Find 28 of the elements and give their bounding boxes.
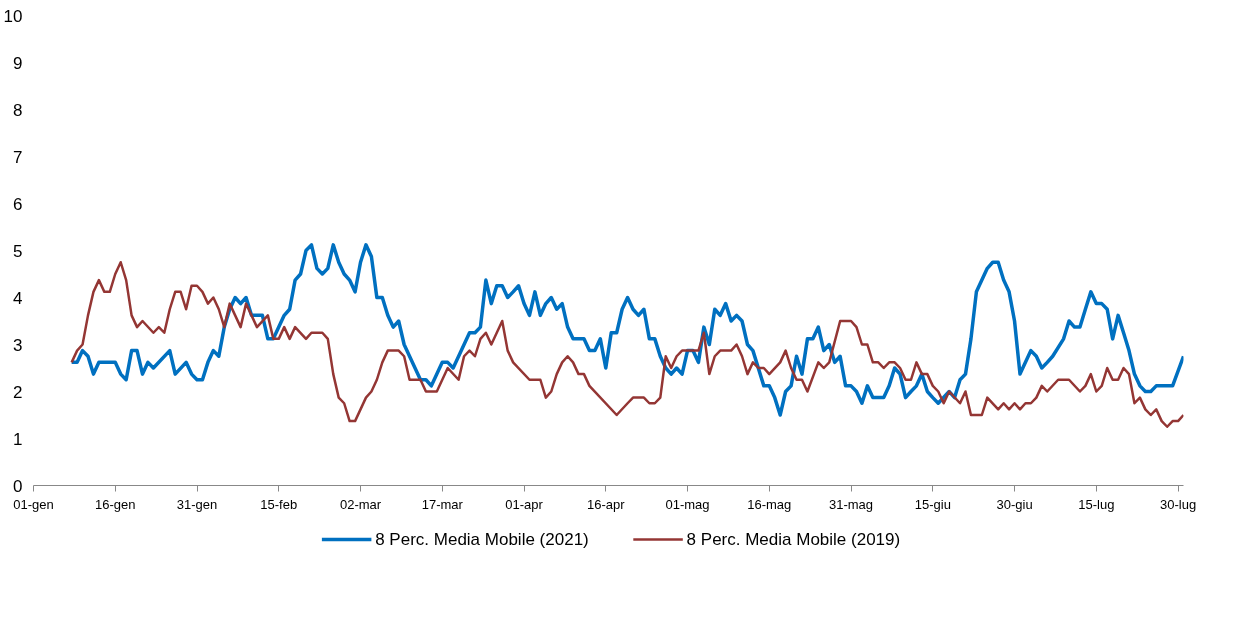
x-tick-label: 16-mag xyxy=(747,496,792,512)
x-tick-label: 15-feb xyxy=(260,496,298,512)
x-tick-label: 30-lug xyxy=(1159,496,1197,512)
x-tick-label: 02-mar xyxy=(339,496,382,512)
x-tick-label: 31-gen xyxy=(176,496,218,512)
x-tick-label: 30-giu xyxy=(996,496,1033,512)
y-tick-label: 4 xyxy=(13,288,23,308)
y-tick-label: 7 xyxy=(13,147,23,167)
x-tick-label: 01-apr xyxy=(505,496,544,512)
legend-label: 8 Perc. Media Mobile (2019) xyxy=(686,530,901,549)
x-tick-label: 01-mag xyxy=(665,496,710,512)
x-tick-label: 15-giu xyxy=(914,496,951,512)
x-tick-label: 17-mar xyxy=(421,496,464,512)
y-tick-label: 5 xyxy=(13,241,23,261)
x-tick-label: 15-lug xyxy=(1078,496,1115,512)
y-tick-label: 6 xyxy=(13,194,23,214)
y-tick-label: 0 xyxy=(13,476,23,496)
y-tick-label: 1 xyxy=(13,429,23,449)
y-tick-label: 9 xyxy=(13,53,23,73)
y-tick-label: 10 xyxy=(3,6,23,26)
legend-label: 8 Perc. Media Mobile (2021) xyxy=(375,530,589,549)
x-tick-label: 16-gen xyxy=(95,496,136,512)
x-tick-label: 31-mag xyxy=(829,496,874,512)
x-tick-label: 01-gen xyxy=(13,496,54,512)
x-tick-label: 16-apr xyxy=(586,496,626,512)
y-tick-label: 2 xyxy=(13,382,23,402)
y-tick-label: 3 xyxy=(13,335,23,355)
y-tick-label: 8 xyxy=(13,100,23,120)
